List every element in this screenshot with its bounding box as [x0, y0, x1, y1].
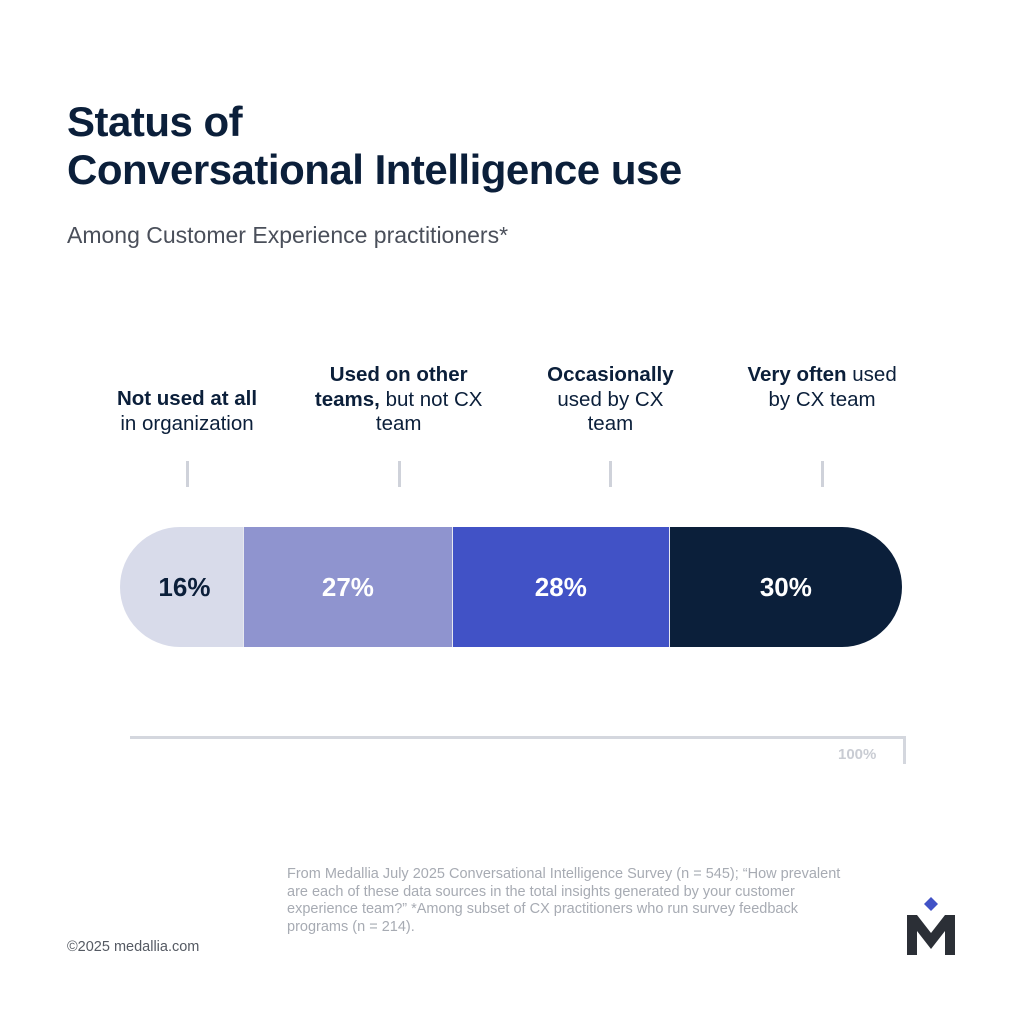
- category-label-bold: Occasionally: [547, 363, 674, 386]
- data-label: 28%: [534, 571, 587, 602]
- title-line-1: Status of: [67, 98, 243, 145]
- bar-segment: 28%: [452, 527, 670, 647]
- chart-subtitle: Among Customer Experience practitioners*: [67, 222, 509, 248]
- category-label-regular: in organization: [120, 411, 254, 435]
- bar-segment: 27%: [243, 527, 453, 647]
- category-label: Very often used by CX team: [747, 363, 897, 412]
- stacked-bar: 16% 27% 28% 30%: [120, 527, 902, 647]
- category-label-regular: used by CX team: [768, 363, 897, 411]
- scale-max-label: 100%: [838, 746, 877, 763]
- data-label: 16%: [158, 571, 211, 602]
- category-tick: [609, 461, 613, 487]
- bar-segment: 30%: [669, 527, 902, 647]
- category-label: Not used at all in organization: [77, 387, 297, 436]
- data-label: 27%: [321, 571, 374, 602]
- category-label-bold: Very often: [747, 363, 847, 386]
- source-note: From Medallia July 2025 Conversational I…: [287, 866, 841, 935]
- title-line-2: Conversational Intelligence use: [67, 146, 682, 193]
- category-label-bold: Used on other teams,: [314, 363, 468, 411]
- data-label: 30%: [759, 571, 812, 602]
- chart-title: Status of Conversational Intelligence us…: [67, 98, 682, 194]
- copyright: ©2025 medallia.com: [67, 939, 200, 955]
- scale-end-tick: [903, 736, 906, 764]
- medallia-logo: [905, 897, 957, 962]
- category-label-regular: used by CX team: [557, 387, 664, 436]
- category-label: Used on other teams, but not CX team: [314, 363, 484, 437]
- category-tick: [186, 461, 189, 487]
- bar-segment: 16%: [120, 527, 244, 647]
- category-label-regular: but not CX team: [375, 387, 483, 436]
- category-label: Occasionally used by CX team: [535, 363, 685, 437]
- category-tick: [397, 461, 401, 487]
- category-tick: [821, 461, 825, 487]
- category-label-bold: Not used at all: [116, 387, 258, 410]
- scale-line: [130, 736, 905, 739]
